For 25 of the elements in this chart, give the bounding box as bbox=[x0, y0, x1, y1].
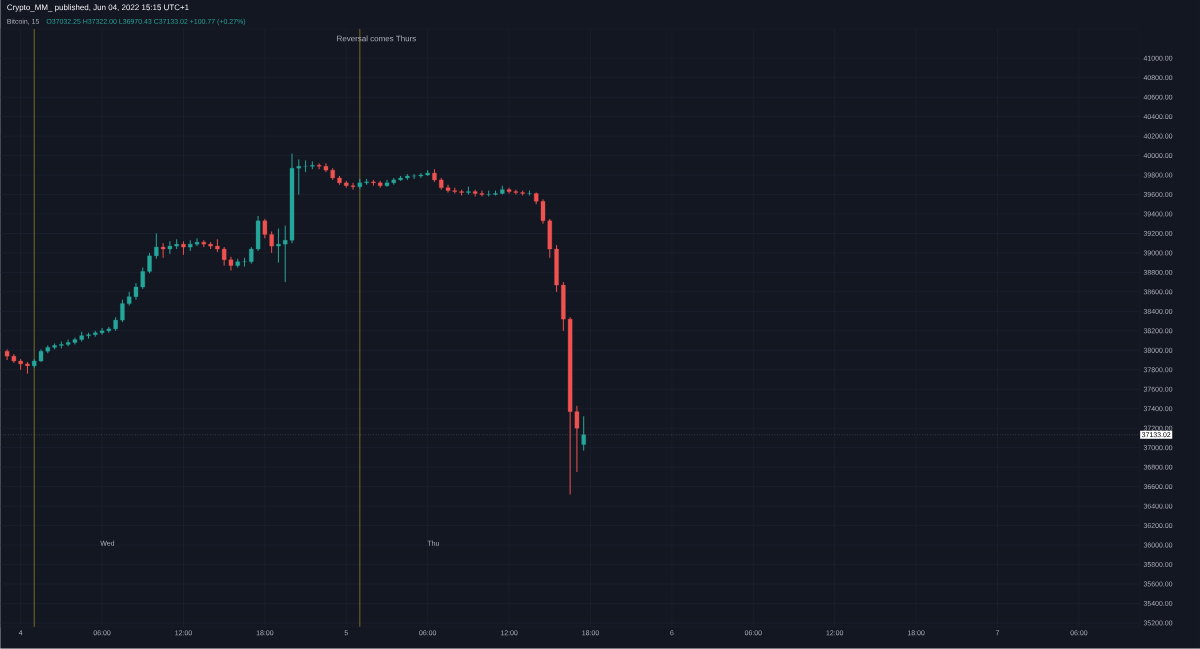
candlestick bbox=[154, 233, 159, 260]
candlestick bbox=[303, 160, 308, 173]
candlestick bbox=[581, 415, 586, 452]
candlestick bbox=[242, 257, 247, 268]
candlestick bbox=[337, 175, 342, 186]
candlestick bbox=[405, 173, 410, 181]
candlestick bbox=[25, 361, 30, 375]
candlestick bbox=[554, 244, 559, 293]
candlestick bbox=[86, 332, 91, 340]
candlestick bbox=[276, 228, 281, 264]
candlestick bbox=[371, 179, 376, 187]
candlestick bbox=[411, 173, 417, 180]
candlestick bbox=[398, 175, 403, 182]
candlestick bbox=[120, 299, 125, 323]
candlestick bbox=[432, 168, 437, 183]
candlestick bbox=[181, 240, 186, 256]
candlestick bbox=[147, 252, 152, 274]
candlestick bbox=[378, 180, 383, 189]
candlestick bbox=[466, 186, 471, 196]
candlestick bbox=[310, 160, 315, 170]
candlestick bbox=[201, 239, 206, 248]
candlestick bbox=[52, 343, 57, 350]
candlestick bbox=[235, 258, 240, 269]
candlestick bbox=[160, 242, 166, 259]
candlestick bbox=[500, 185, 505, 196]
